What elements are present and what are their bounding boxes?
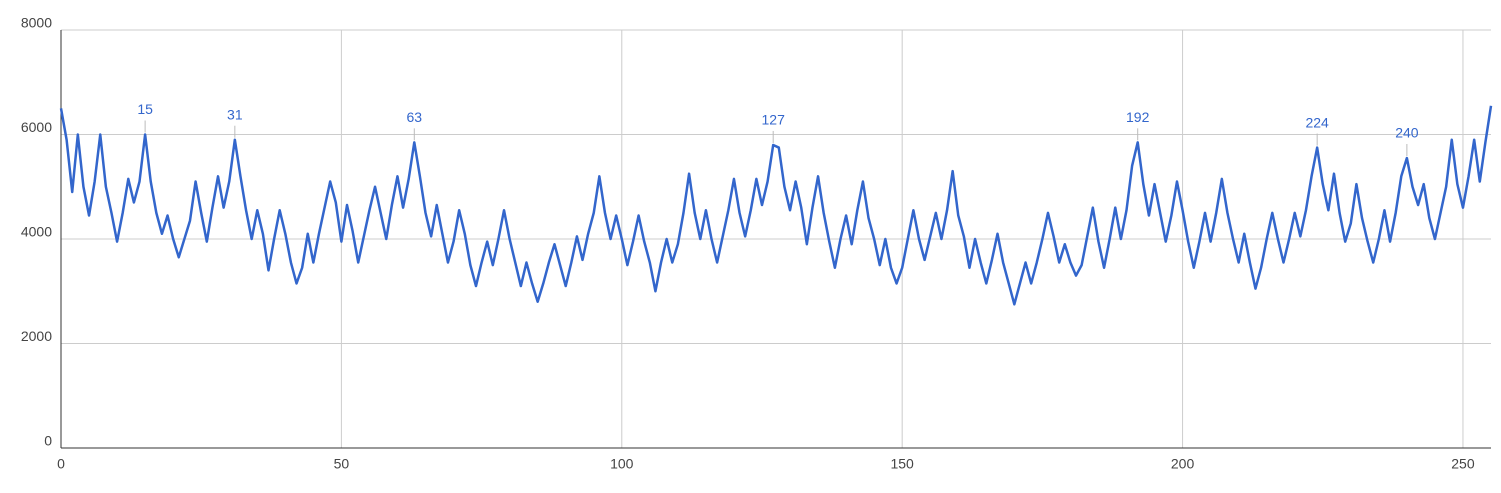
x-tick-label: 50 [334,456,350,472]
y-tick-label: 0 [44,433,52,449]
x-tick-label: 250 [1451,456,1475,472]
annotation: 127 [762,112,786,128]
y-tick-label: 6000 [21,119,52,135]
annotation: 15 [137,101,153,117]
annotation: 63 [407,109,423,125]
data-line [59,105,1493,306]
annotation: 31 [227,106,243,122]
y-tick-label: 8000 [21,15,52,31]
x-tick-label: 200 [1171,456,1195,472]
y-tick-label: 2000 [21,328,52,344]
x-tick-label: 0 [57,456,65,472]
annotation: 240 [1395,125,1419,141]
x-tick-label: 100 [610,456,634,472]
annotation: 224 [1305,114,1329,130]
x-tick-label: 150 [890,456,914,472]
annotation: 192 [1126,109,1150,125]
y-tick-label: 4000 [21,224,52,240]
